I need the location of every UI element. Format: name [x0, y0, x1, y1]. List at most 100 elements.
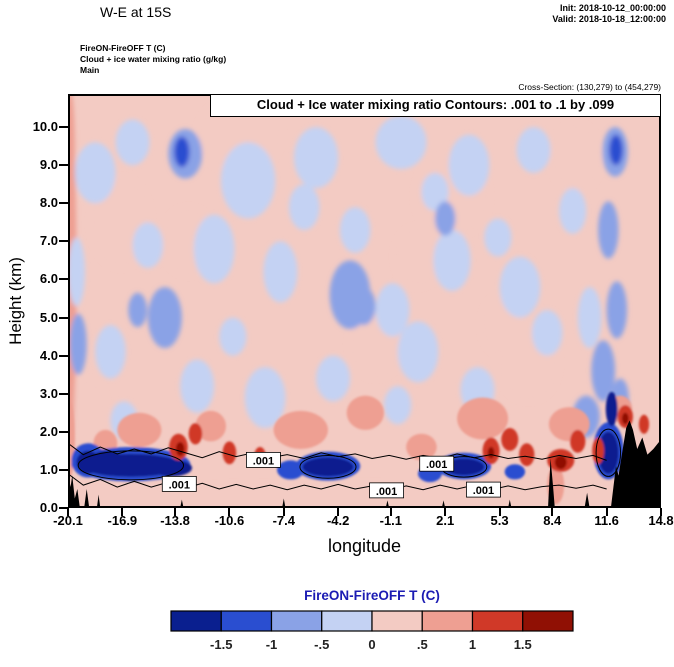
- contour-label: .001: [376, 486, 397, 498]
- anomaly-blob: [394, 226, 442, 288]
- anomaly-blob: [174, 136, 190, 168]
- colorbar-segment: [321, 610, 373, 632]
- cloud-contour-loop: [77, 450, 185, 481]
- anomaly-blob: [276, 460, 305, 480]
- anomaly-blob: [288, 184, 320, 230]
- anomaly-blob: [95, 325, 126, 379]
- contour-label-box: [369, 482, 404, 499]
- cloud-contour-loop: [595, 428, 622, 477]
- field-line-temperature: FireON-FireOFF T (C): [80, 43, 166, 53]
- colorbar: [170, 610, 574, 632]
- anomaly-blob: [605, 391, 618, 427]
- anomaly-blob: [115, 119, 150, 166]
- colorbar-title: FireON-FireOFF T (C): [304, 588, 440, 603]
- y-tick-mark: [59, 164, 68, 167]
- x-tick-mark: [337, 508, 340, 516]
- anomaly-blob: [457, 397, 509, 440]
- anomaly-blob: [621, 412, 629, 425]
- anomaly-blob: [448, 134, 490, 196]
- anomaly-blob: [638, 414, 650, 434]
- y-tick-mark: [59, 278, 68, 281]
- valid-time: Valid: 2018-10-18_12:00:00: [552, 13, 666, 24]
- anomaly-blob: [384, 386, 412, 425]
- anomaly-blob: [68, 237, 85, 307]
- anomaly-blob: [406, 433, 437, 461]
- colorbar-segment: [371, 610, 423, 632]
- x-tick-mark: [444, 508, 447, 516]
- anomaly-blob: [188, 423, 203, 445]
- anomaly-blob: [421, 172, 449, 211]
- x-tick-mark: [228, 508, 231, 516]
- contour-label: .001: [253, 455, 274, 467]
- anomaly-blob: [175, 442, 185, 456]
- anomaly-blob: [147, 287, 182, 349]
- terrain-polygon: [610, 420, 661, 508]
- low-level-anomalies: [68, 391, 650, 505]
- anomaly-blob: [487, 447, 495, 459]
- cloud-contour-loop: [299, 454, 357, 479]
- anomaly-blob: [68, 378, 108, 440]
- anomaly-blob: [117, 412, 162, 448]
- y-tick-label: 6.0: [39, 271, 58, 287]
- colorbar-segment: [220, 610, 273, 632]
- colorbar-tick-label: -1.5: [210, 637, 233, 652]
- anomaly-blob: [193, 214, 235, 284]
- contour-label-box: [161, 475, 197, 492]
- y-tick-label: 8.0: [39, 195, 58, 211]
- anomaly-blob: [180, 359, 215, 413]
- y-tick-label: 9.0: [39, 157, 58, 173]
- x-tick-mark: [498, 508, 501, 516]
- contour-label: .001: [426, 459, 447, 471]
- temperature-anomaly-field: .001 .001 .001 .001 .001: [68, 94, 661, 508]
- anomaly-blob: [69, 313, 87, 375]
- terrain-polygon: [180, 499, 184, 508]
- anomaly-blob: [559, 188, 587, 234]
- contour-label-box: [466, 481, 501, 498]
- y-tick-label: 4.0: [39, 347, 58, 363]
- field-line-mixing-ratio: Cloud + ice water mixing ratio (g/kg): [80, 54, 227, 65]
- anomaly-blob: [339, 207, 371, 253]
- anomaly-blob: [606, 281, 628, 339]
- cross-section-plot: .001 .001 .001 .001 .001: [68, 94, 661, 508]
- x-tick-label: -10.6: [214, 513, 245, 528]
- field-header-block: FireON-FireOFF T (C) Cloud + ice water m…: [80, 43, 226, 76]
- y-tick-mark: [59, 126, 68, 129]
- y-tick-label: 3.0: [39, 385, 58, 401]
- y-tick-mark: [59, 507, 68, 509]
- x-tick-label: 5.3: [490, 513, 509, 528]
- x-tick-mark: [660, 508, 662, 516]
- anomaly-blob: [273, 410, 328, 449]
- y-tick-label: 0.0: [39, 500, 58, 515]
- cloud-contour-line: [68, 473, 607, 491]
- y-tick-mark: [59, 240, 68, 243]
- anomaly-blob: [195, 410, 227, 442]
- terrain-polygon: [508, 499, 512, 508]
- anomaly-blob: [302, 457, 354, 477]
- plot-area: .001 .001 .001 .001 .001 Cloud + Ice water m…: [68, 94, 661, 508]
- anomaly-blob: [433, 229, 471, 291]
- anomaly-blob: [132, 222, 164, 269]
- init-time: Init: 2018-10-12_00:00:00: [559, 3, 666, 13]
- anomaly-blob: [222, 441, 237, 465]
- x-tick-label: -20.1: [53, 513, 83, 528]
- x-tick-label: -13.8: [160, 513, 190, 528]
- x-axis-label: longitude: [327, 536, 402, 556]
- colorbar-tick-label: 1.5: [513, 637, 532, 652]
- terrain-silhouette: [68, 420, 661, 508]
- x-tick-mark: [282, 508, 285, 516]
- anomaly-blob: [516, 127, 551, 173]
- anomaly-blob: [435, 201, 456, 236]
- anomaly-blob: [375, 283, 410, 337]
- anomaly-blob: [244, 367, 286, 429]
- cross-section-label: Cross-Section: (130,279) to (454,279): [518, 82, 661, 92]
- terrain-polygon: [84, 488, 90, 508]
- y-tick-label: 10.0: [32, 119, 58, 135]
- anomaly-blob: [220, 142, 276, 219]
- y-tick-mark: [59, 468, 68, 471]
- anomaly-blob: [397, 321, 439, 383]
- cloud-contours: .001 .001 .001 .001 .001: [68, 428, 622, 499]
- colorbar-segment: [270, 610, 323, 632]
- y-tick-label: 1.0: [39, 461, 58, 477]
- anomaly-blob: [499, 256, 541, 318]
- y-tick-label: 2.0: [39, 423, 58, 439]
